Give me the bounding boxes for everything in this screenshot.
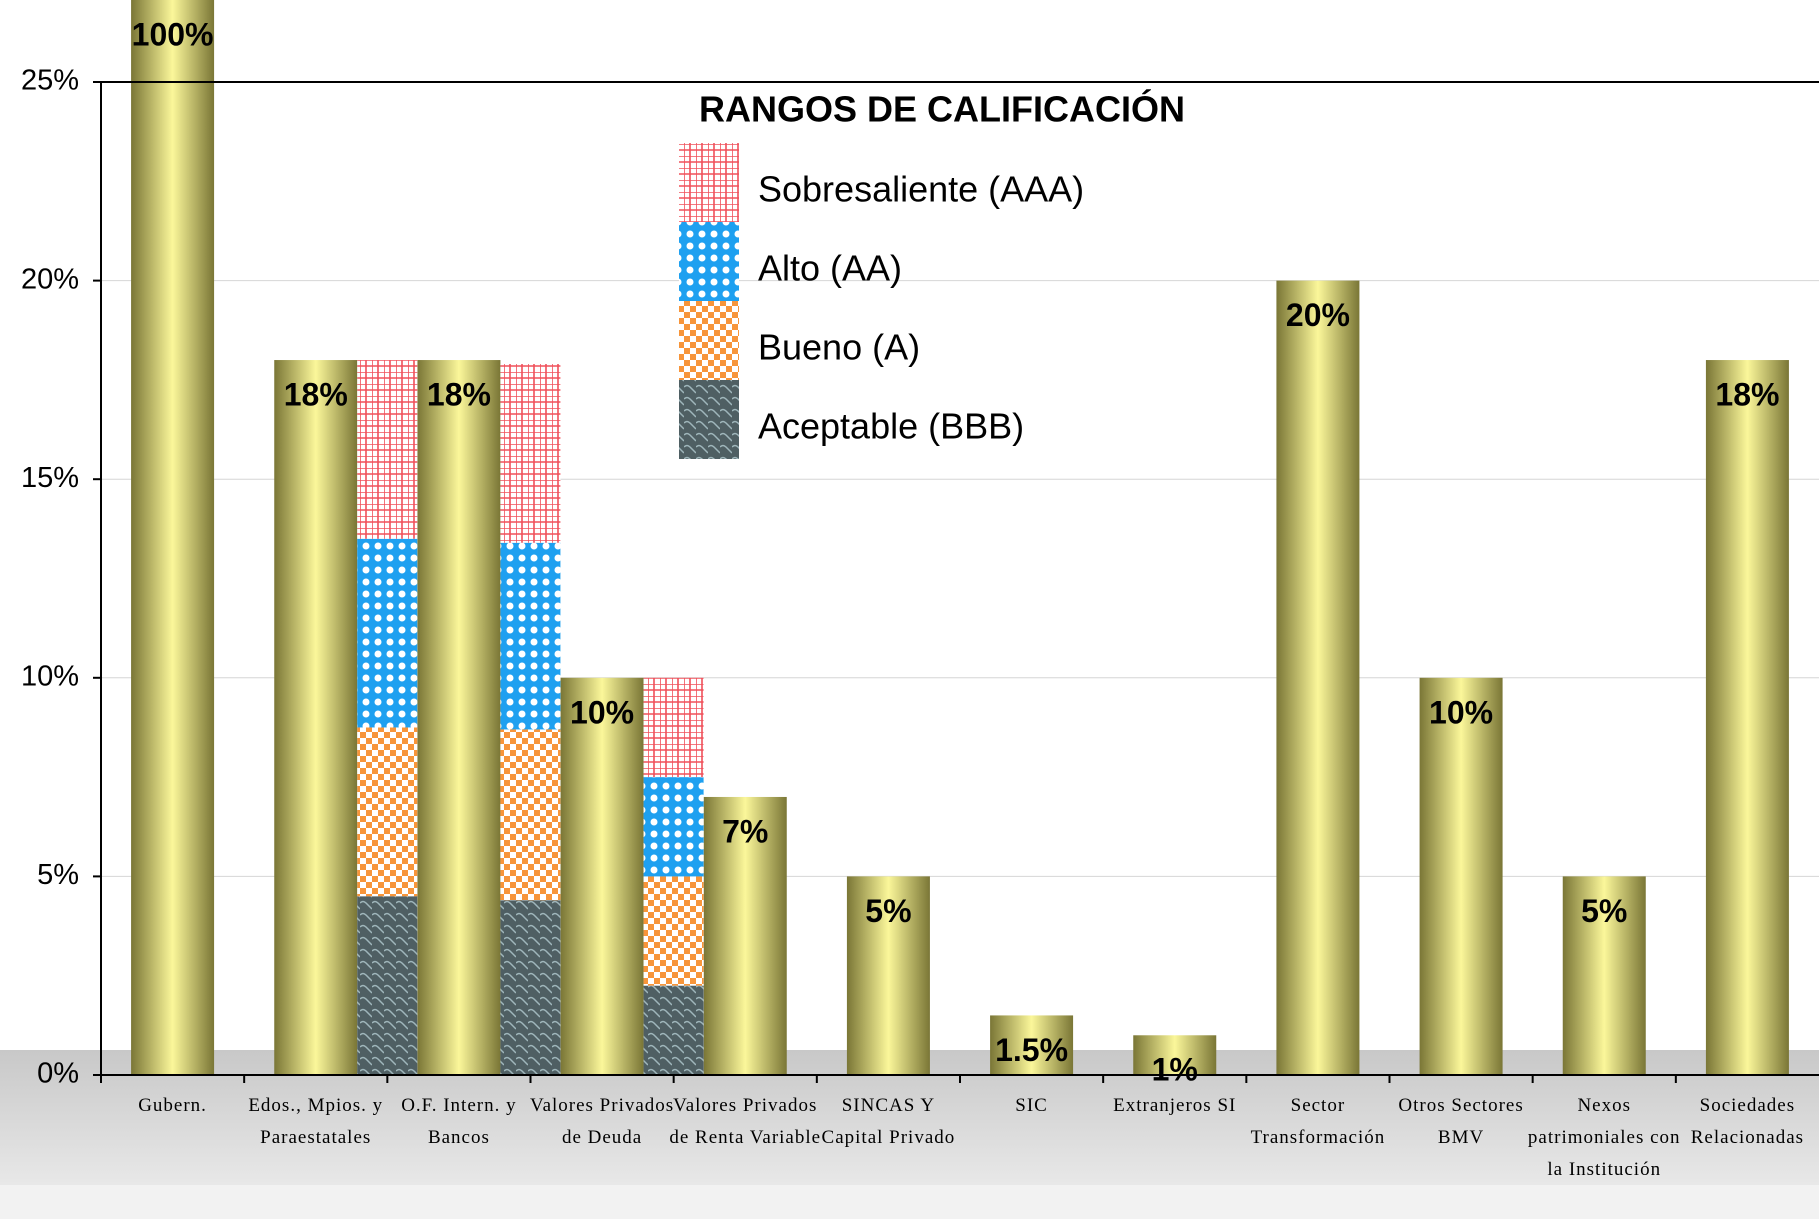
value-label: 5% [1581,893,1627,929]
bar [1419,677,1503,1075]
y-tick-label: 5% [37,859,79,891]
x-tick-label: Gubern. [138,1095,207,1116]
bar [417,360,501,1075]
value-label: 18% [1715,376,1779,412]
stack-segment [500,542,561,730]
stack-segment [357,727,418,897]
stack-segment [500,364,561,543]
value-label: 18% [427,376,491,412]
bar [1562,876,1646,1075]
stack-segment [500,729,561,901]
x-tick-label: SINCAS Y Capital Privado [821,1095,956,1148]
stack-segment [357,896,418,1075]
value-label: 20% [1286,297,1350,333]
x-tick-label: Edos., Mpios. y Paraestatales [248,1095,384,1148]
x-tick-label: SIC [1015,1095,1048,1116]
bar [131,0,215,1075]
y-tick-label: 15% [21,462,79,494]
bar [560,677,644,1075]
legend-label: Aceptable (BBB) [758,406,1024,447]
x-tick-label: Nexos patrimoniales con la Institución [1527,1095,1681,1180]
bar [1133,1035,1217,1075]
x-tick-label: Sociedades Relacionadas [1690,1095,1805,1148]
bar [703,796,787,1075]
x-tick-label: Sector Transformación [1250,1095,1386,1148]
value-label: 10% [570,694,634,730]
value-label: 10% [1429,694,1493,730]
y-tick-label: 25% [21,65,79,97]
y-tick-label: 0% [37,1058,79,1090]
x-tick-label: Valores Privados de Deuda [529,1095,675,1148]
stack-segment [500,900,561,1075]
stack-segment [643,876,704,986]
value-label: 7% [722,813,768,849]
value-label: 18% [284,376,348,412]
x-tick-label: Otros Sectores BMV [1398,1095,1524,1148]
value-label: 1% [1152,1052,1198,1088]
stack-segment [357,360,418,539]
x-tick-label: Valores Privados de Renta Variable [669,1095,822,1148]
legend-label: Bueno (A) [758,327,920,368]
legend-swatch [679,301,739,380]
stack-segment [643,985,704,1075]
legend-swatch [679,143,739,222]
stack-segment [643,677,704,778]
legend-swatch [679,380,739,459]
bar [274,360,358,1075]
background-band [0,1185,1819,1219]
bar [990,1015,1074,1075]
bar [1276,280,1360,1076]
value-label: 5% [865,893,911,929]
stack-segment [643,777,704,877]
bar [846,876,930,1075]
x-tick-label: O.F. Intern. y Bancos [401,1095,517,1148]
y-tick-label: 20% [21,263,79,295]
legend-swatch [679,222,739,301]
stack-segment [357,538,418,728]
x-tick-label: Extranjeros SI [1113,1095,1237,1116]
legend-label: Alto (AA) [758,248,902,289]
y-tick-label: 10% [21,660,79,692]
bars [131,0,1789,1076]
legend-title: RANGOS DE CALIFICACIÓN [699,88,1185,130]
value-label: 100% [132,16,214,52]
legend-label: Sobresaliente (AAA) [758,169,1084,210]
value-label: 1.5% [995,1032,1068,1068]
bar [1705,360,1789,1075]
